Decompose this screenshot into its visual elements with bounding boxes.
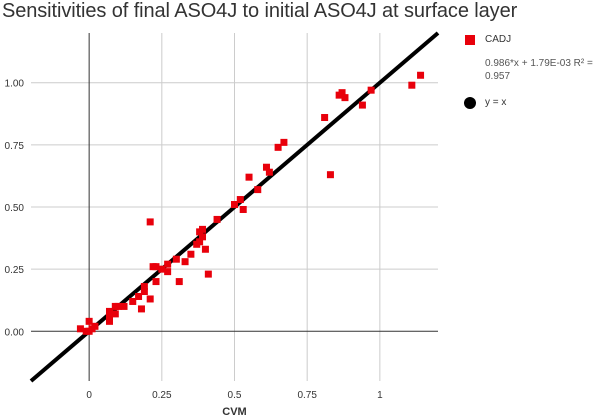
data-point — [85, 317, 93, 325]
data-point — [105, 307, 113, 315]
y-tick-label: 0.00 — [5, 327, 25, 338]
data-point — [417, 71, 425, 79]
data-point — [137, 305, 145, 313]
data-point — [254, 186, 262, 194]
data-point — [367, 86, 375, 94]
legend-item-cadj: CADJ — [462, 32, 610, 47]
trendline-equation: 0.986*x + 1.79E-03 R² = 0.957 — [485, 58, 593, 82]
data-point — [105, 312, 113, 320]
data-point — [140, 288, 148, 296]
data-point — [146, 218, 154, 226]
data-point — [201, 245, 209, 253]
y-tick-label: 0.25 — [5, 265, 25, 276]
data-point — [338, 89, 346, 97]
data-point — [129, 297, 137, 305]
data-point — [358, 101, 366, 109]
data-point — [262, 163, 270, 171]
data-point — [172, 255, 180, 263]
data-point — [164, 260, 172, 268]
legend-circle-marker — [464, 97, 476, 109]
y-tick-label: 0.50 — [5, 203, 25, 214]
data-point — [120, 302, 128, 310]
data-point — [152, 278, 160, 286]
data-point — [239, 205, 247, 213]
data-point — [245, 173, 253, 181]
x-axis-label: CVM — [222, 406, 246, 418]
y-tick-label: 1.00 — [5, 79, 25, 90]
chart-title: Sensitivities of final ASO4J to initial … — [2, 0, 518, 22]
data-point — [236, 196, 244, 204]
data-point — [326, 171, 334, 179]
x-tick-label: 0.25 — [152, 390, 172, 401]
data-point — [274, 143, 282, 151]
data-point — [158, 265, 166, 273]
data-point — [140, 283, 148, 291]
data-point — [231, 201, 238, 209]
data-point — [408, 81, 416, 89]
data-point — [146, 295, 154, 303]
data-point — [196, 238, 204, 246]
legend-label-identity: y = x — [485, 97, 507, 108]
x-tick-label: 1 — [377, 390, 383, 401]
data-point — [164, 268, 172, 276]
x-tick-label: 0.75 — [297, 390, 317, 401]
y-tick-labels: 0.00 0.25 0.50 0.75 1.00 — [5, 79, 25, 339]
data-point — [114, 302, 122, 310]
data-point — [111, 310, 119, 318]
x-tick-label: 0 — [86, 390, 92, 401]
data-point — [204, 270, 212, 278]
x-tick-label: 0.5 — [228, 390, 242, 401]
x-tick-labels: 0 0.25 0.5 0.75 1 — [86, 390, 383, 401]
data-point — [181, 258, 189, 266]
data-point — [199, 225, 207, 233]
y-tick-label: 0.75 — [5, 141, 25, 152]
data-point — [213, 215, 221, 223]
data-point — [321, 114, 329, 122]
data-point — [187, 250, 195, 258]
legend-label-cadj: CADJ — [485, 34, 512, 45]
data-point — [199, 233, 207, 241]
data-point — [341, 94, 349, 102]
legend: CADJ 0.986*x + 1.79E-03 R² = 0.957 y = x — [462, 32, 610, 110]
legend-square-marker — [465, 35, 475, 45]
data-point — [265, 168, 273, 176]
data-point — [175, 278, 183, 286]
data-points — [76, 71, 425, 335]
data-point — [91, 322, 99, 330]
data-point — [135, 292, 143, 300]
data-point — [152, 263, 160, 271]
legend-item-identity: y = x — [462, 95, 610, 110]
data-point — [76, 325, 84, 333]
data-point — [280, 138, 288, 146]
data-point — [105, 317, 113, 325]
